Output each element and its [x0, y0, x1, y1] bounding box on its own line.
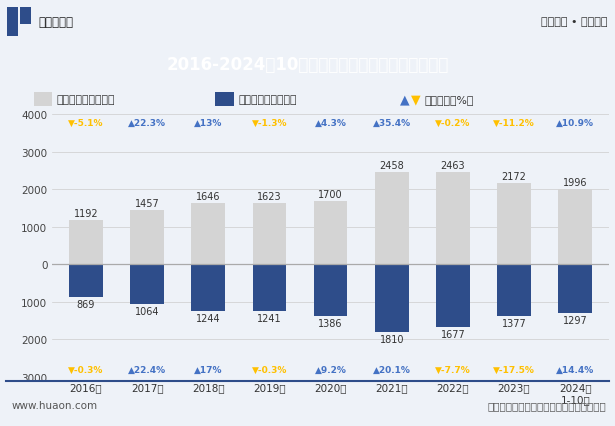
Text: ▲10.9%: ▲10.9%: [556, 119, 594, 128]
Bar: [253, 204, 286, 265]
Text: 1677: 1677: [440, 330, 466, 340]
Bar: [69, 265, 103, 297]
Text: ▼-0.3%: ▼-0.3%: [252, 366, 287, 374]
Text: ▼-11.2%: ▼-11.2%: [493, 119, 535, 128]
Text: ▲20.1%: ▲20.1%: [373, 366, 411, 374]
Bar: [375, 265, 408, 332]
Text: 1244: 1244: [196, 314, 221, 323]
Text: 1623: 1623: [257, 192, 282, 202]
Text: 1700: 1700: [318, 189, 343, 199]
Text: 专业严谨 • 客观科学: 专业严谨 • 客观科学: [541, 17, 608, 27]
Text: 869: 869: [77, 299, 95, 309]
Text: ▲22.4%: ▲22.4%: [128, 366, 166, 374]
Text: ▼-0.2%: ▼-0.2%: [435, 119, 470, 128]
Bar: [191, 265, 225, 311]
Text: ▲9.2%: ▲9.2%: [315, 366, 346, 374]
Text: ▼-5.1%: ▼-5.1%: [68, 119, 104, 128]
Bar: [558, 265, 592, 313]
Bar: [69, 220, 103, 265]
Text: 2463: 2463: [440, 161, 465, 170]
Text: ▼-17.5%: ▼-17.5%: [493, 366, 535, 374]
Text: ▲17%: ▲17%: [194, 366, 223, 374]
Text: ▲35.4%: ▲35.4%: [373, 119, 411, 128]
Text: ▼: ▼: [411, 93, 421, 106]
Text: 出口总额（亿美元）: 出口总额（亿美元）: [57, 95, 115, 105]
Text: ▲: ▲: [400, 93, 410, 106]
Text: 1457: 1457: [135, 198, 159, 208]
Text: ▼-7.7%: ▼-7.7%: [435, 366, 470, 374]
Text: 1297: 1297: [563, 315, 587, 325]
Bar: [20, 8, 31, 25]
Text: www.huaon.com: www.huaon.com: [11, 400, 97, 410]
Text: 1064: 1064: [135, 307, 159, 317]
Text: ▼-0.3%: ▼-0.3%: [68, 366, 103, 374]
Bar: [130, 210, 164, 265]
Bar: [34, 93, 52, 106]
Bar: [498, 265, 531, 316]
Bar: [7, 8, 18, 37]
Text: ▼-1.3%: ▼-1.3%: [252, 119, 287, 128]
Text: 数据来源：中国海关，华经产业研究院整理: 数据来源：中国海关，华经产业研究院整理: [487, 400, 606, 410]
Bar: [314, 265, 347, 317]
Text: 1377: 1377: [502, 318, 526, 328]
Text: 1192: 1192: [74, 208, 98, 218]
Bar: [498, 184, 531, 265]
Bar: [215, 93, 234, 106]
Text: 1810: 1810: [379, 334, 404, 345]
Text: 1241: 1241: [257, 313, 282, 323]
Bar: [558, 190, 592, 265]
Text: 1996: 1996: [563, 178, 587, 188]
Text: 1646: 1646: [196, 191, 221, 201]
Text: 华经情报网: 华经情报网: [38, 16, 73, 29]
Bar: [314, 201, 347, 265]
Text: 同比增速（%）: 同比增速（%）: [424, 95, 474, 105]
Text: 进口总额（亿美元）: 进口总额（亿美元）: [239, 95, 297, 105]
Bar: [436, 173, 470, 265]
Bar: [130, 265, 164, 305]
Text: ▲4.3%: ▲4.3%: [315, 119, 346, 128]
Text: 2458: 2458: [379, 161, 404, 171]
Text: 2016-2024年10月高新技术产业开发区进、出口额: 2016-2024年10月高新技术产业开发区进、出口额: [166, 56, 449, 74]
Text: ▲13%: ▲13%: [194, 119, 223, 128]
Bar: [191, 203, 225, 265]
Bar: [436, 265, 470, 328]
Text: ▲14.4%: ▲14.4%: [556, 366, 594, 374]
Text: 1386: 1386: [319, 319, 343, 328]
Text: ▲22.3%: ▲22.3%: [128, 119, 166, 128]
Bar: [253, 265, 286, 311]
Bar: [375, 173, 408, 265]
Text: 2172: 2172: [502, 171, 526, 181]
